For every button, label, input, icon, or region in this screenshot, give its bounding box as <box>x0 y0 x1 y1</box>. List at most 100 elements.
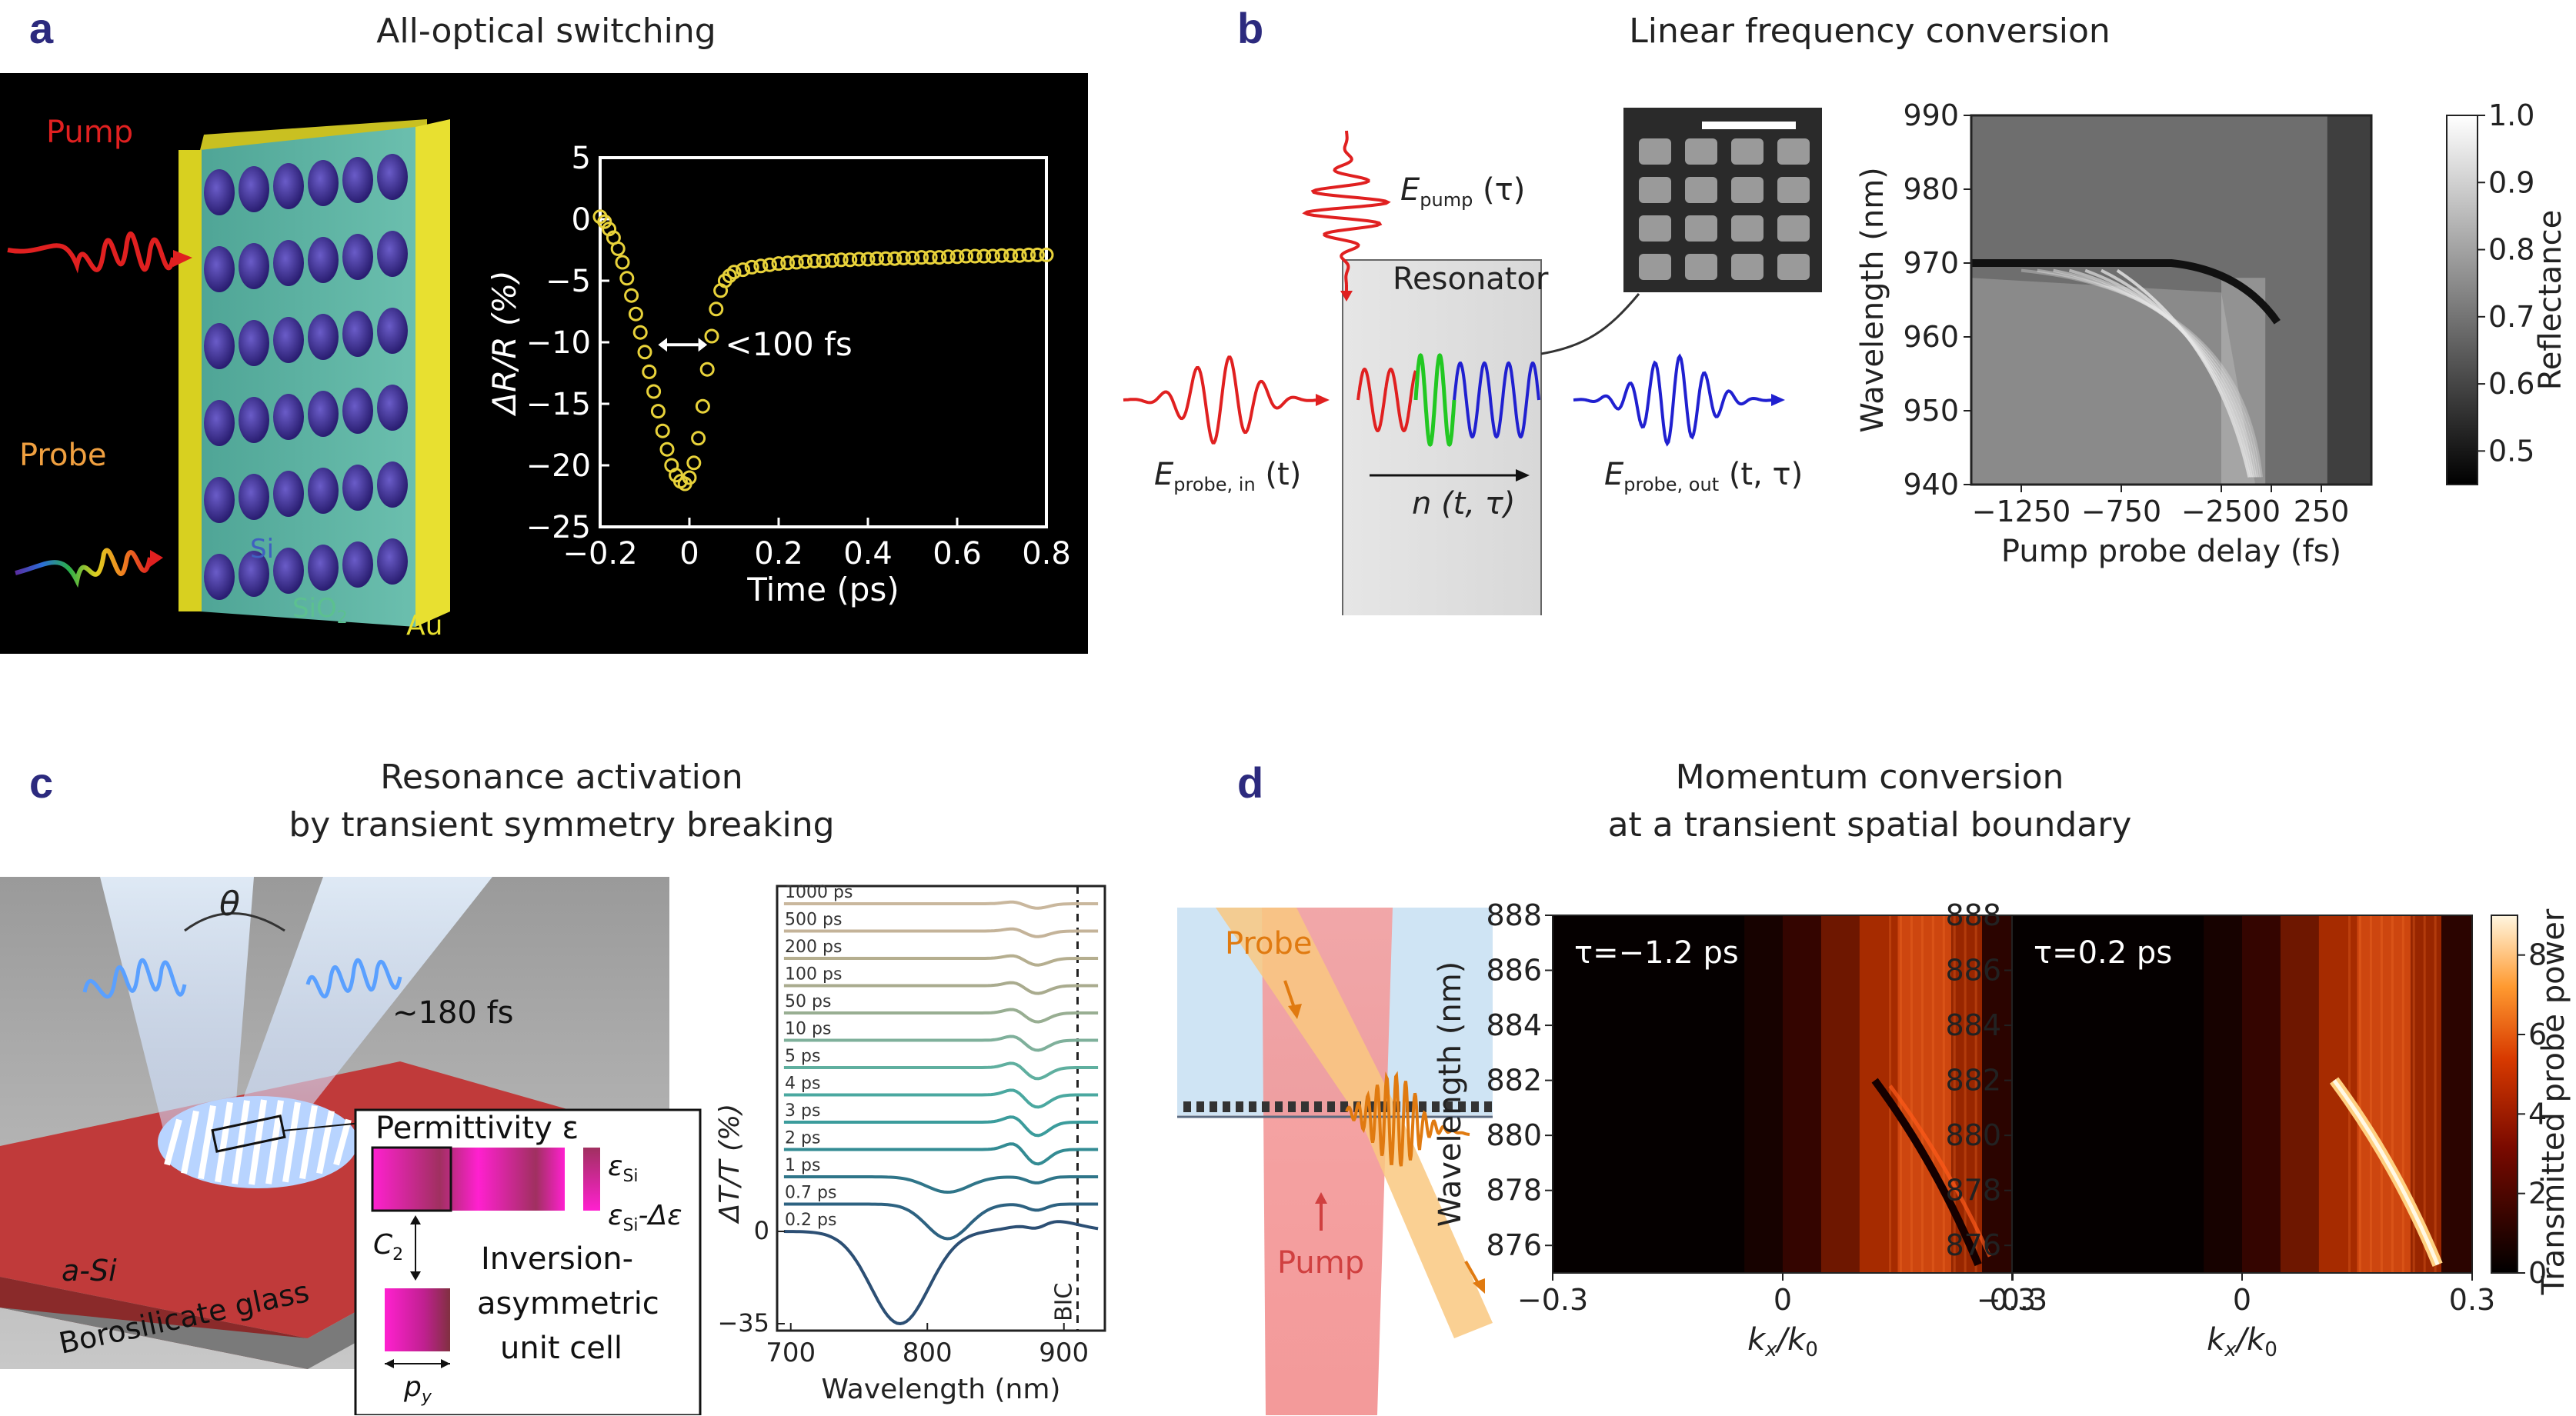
si-disk <box>342 465 373 511</box>
grating-line <box>333 1118 352 1166</box>
y-tick-label: 882 <box>1945 1064 2001 1098</box>
panel-c-title-line2: by transient symmetry breaking <box>289 805 835 845</box>
data-point <box>699 361 715 377</box>
grating-line <box>232 1100 250 1184</box>
probe-in-arrow-head <box>1288 1004 1302 1019</box>
data-point <box>726 265 742 280</box>
y-tick-label: 970 <box>1903 246 1959 280</box>
sem-cell <box>1777 215 1810 242</box>
boundary-dash <box>1236 1101 1243 1112</box>
colorbar-tick-label: 0.6 <box>2488 367 2534 401</box>
heatmap-fringe <box>2020 268 2263 478</box>
pump-pulse <box>7 232 175 274</box>
data-point <box>744 259 759 275</box>
grating-line <box>265 1100 284 1184</box>
panel-b-title: Linear frequency conversion <box>1629 12 2111 51</box>
y-tick-label: 980 <box>1903 172 1959 206</box>
panel-letter-a: a <box>29 4 54 52</box>
py-label: py <box>403 1371 432 1407</box>
si-disk <box>239 166 269 212</box>
sem-cell <box>1685 254 1717 280</box>
data-point <box>923 250 938 265</box>
si-disk <box>342 541 373 588</box>
sem-cell <box>1731 138 1763 165</box>
data-point <box>619 271 635 286</box>
probe-pulse <box>15 548 152 588</box>
si-disk <box>342 157 373 203</box>
series-label: 100 ps <box>785 965 842 985</box>
dispersion-dark-curve <box>1871 1078 1982 1267</box>
theta-arc <box>184 912 285 932</box>
heatmap-band <box>1982 915 2013 1273</box>
si-disk <box>377 461 408 508</box>
data-point <box>825 253 840 268</box>
inset-connector <box>1540 293 1640 355</box>
heatmap-band <box>2242 915 2281 1273</box>
c2-arrow-up <box>410 1215 421 1224</box>
data-point <box>843 252 858 268</box>
series-line <box>783 1008 1099 1024</box>
series-line <box>783 900 1099 910</box>
data-point <box>659 441 675 457</box>
data-point <box>914 250 929 265</box>
sem-cell <box>1685 138 1717 165</box>
y-tick-label: 876 <box>1486 1228 1542 1262</box>
width-arrow-right <box>698 338 708 352</box>
bic-label: BIC <box>1051 1283 1078 1321</box>
x-axis-label: kx/k0 <box>1747 1322 1818 1361</box>
y-tick-label: −20 <box>526 448 591 484</box>
grating-line <box>181 1110 199 1174</box>
outgoing-beam <box>223 877 492 1169</box>
incident-beam <box>100 877 254 1169</box>
si-disk <box>377 308 408 354</box>
si-disk <box>308 160 339 206</box>
boundary-dash <box>1406 1101 1413 1112</box>
boundary-dash <box>1262 1101 1270 1112</box>
x-tick-label: 900 <box>1039 1338 1089 1368</box>
colorbar-tick-label: 6 <box>2528 1018 2547 1051</box>
data-point <box>682 470 697 485</box>
output-arrow-head <box>1771 394 1785 406</box>
si-disk <box>342 311 373 357</box>
si-disk <box>239 474 269 520</box>
x-axis-label-part: /k <box>1775 1322 1807 1358</box>
colorbar-tick-label: 0.5 <box>2488 434 2534 468</box>
marker-connector <box>282 1122 362 1131</box>
series-line <box>783 981 1099 995</box>
grating-line <box>164 1118 182 1166</box>
data-point <box>887 251 903 266</box>
y-axis-label: Wavelength (nm) <box>1855 167 1890 433</box>
boundary-dash <box>1458 1101 1466 1112</box>
colorbar-tick-label: 0.9 <box>2488 165 2534 199</box>
series-line <box>783 927 1099 938</box>
x-tick-label: 0 <box>2262 495 2281 528</box>
y-tick-label: 884 <box>1486 1008 1542 1042</box>
si-disk <box>204 169 235 215</box>
n-arrow-head <box>1516 469 1530 481</box>
data-point <box>695 398 710 414</box>
panel-a-chart: −0.2 0 0.2 0.4 0.6 0.8 5 0 −5 −10 −15 −20 −25 Time (p… <box>486 141 1071 608</box>
c2-label: C2 <box>373 1229 403 1264</box>
n-label: n (t, τ) <box>1412 486 1515 521</box>
dispersion-light-curve <box>1888 1084 1992 1258</box>
width-arrow-left <box>658 338 667 352</box>
si-disk <box>308 468 339 514</box>
colorbar-tick-label: 4 <box>2528 1097 2547 1131</box>
series-line <box>783 1088 1099 1109</box>
colorbar-tick-label: 0.8 <box>2488 233 2534 267</box>
panel-c-title: Resonance activation by transient symmet… <box>192 754 931 849</box>
boundary-dash <box>1340 1101 1348 1112</box>
sem-cell <box>1639 138 1671 165</box>
series-label: 1000 ps <box>785 883 853 902</box>
sem-cell <box>1731 254 1763 280</box>
sem-cell <box>1639 254 1671 280</box>
boundary-dash <box>1314 1101 1322 1112</box>
y-tick-label: −35 <box>717 1308 769 1338</box>
si-disk <box>377 538 408 585</box>
y-tick-label: 886 <box>1486 954 1542 988</box>
plot-frame <box>776 885 1106 1332</box>
py-arrow-right <box>441 1359 450 1368</box>
data-point <box>642 364 657 379</box>
data-point <box>736 262 751 278</box>
unit-cell-marker <box>211 1114 286 1153</box>
